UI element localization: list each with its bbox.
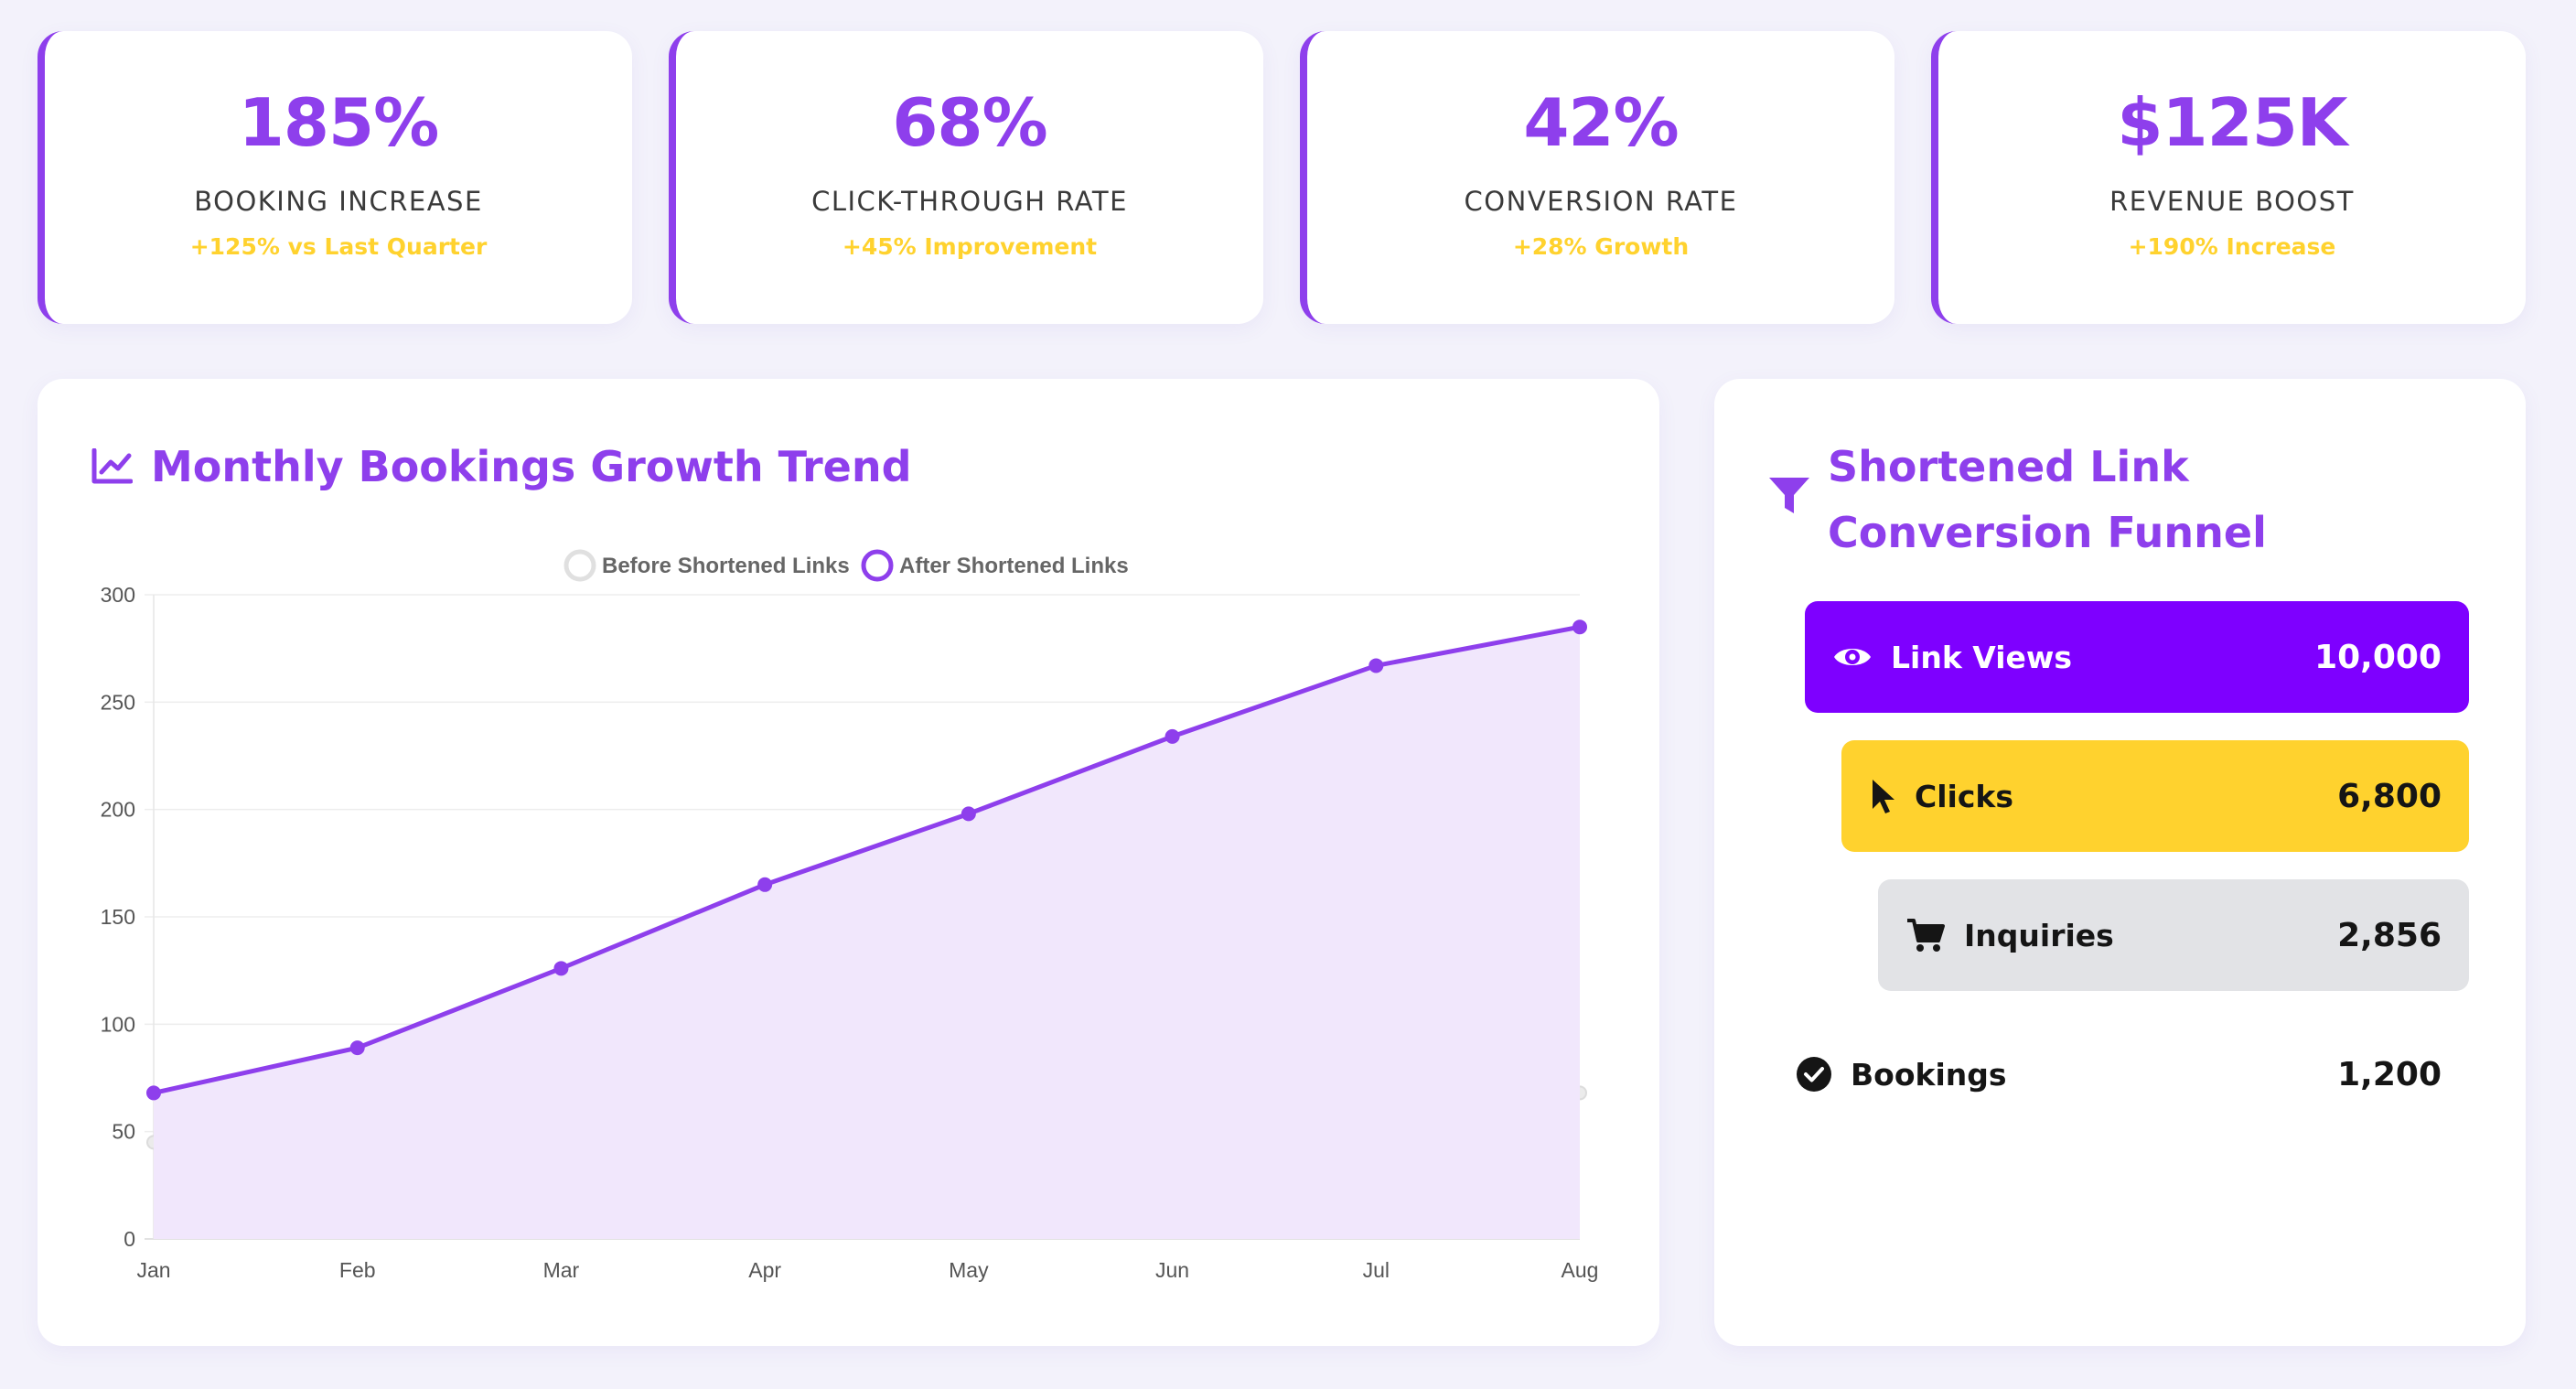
kpi-change: +125% vs Last Quarter (189, 233, 488, 260)
y-tick-label: 0 (123, 1227, 135, 1251)
stage-label: Bookings (1851, 1056, 2007, 1093)
kpi-value: $125K (2117, 84, 2347, 161)
kpi-row: 185% BOOKING INCREASE +125% vs Last Quar… (38, 31, 2526, 324)
filter-funnel-icon (1769, 478, 1809, 513)
stage-label: Inquiries (1964, 917, 2114, 953)
data-point (349, 1040, 365, 1056)
cursor-pointer-icon (1873, 780, 1894, 813)
x-tick-label: Jan (136, 1258, 170, 1282)
kpi-value: 42% (1523, 84, 1679, 161)
x-tick-label: Feb (339, 1258, 376, 1282)
eye-icon (1834, 649, 1871, 665)
y-tick-label: 150 (101, 905, 135, 929)
kpi-card-click-through-rate: 68% CLICK-THROUGH RATE +45% Improvement (669, 31, 1263, 324)
check-circle-icon (1797, 1057, 1831, 1092)
stage-value: 6,800 (2337, 777, 2442, 815)
series-area-fill (154, 627, 1580, 1239)
x-tick-label: Jul (1363, 1258, 1390, 1282)
kpi-label: CONVERSION RATE (1464, 186, 1738, 217)
data-point (553, 961, 569, 976)
chart-line-icon (91, 448, 133, 484)
data-point (1572, 619, 1587, 635)
stage-value: 2,856 (2337, 916, 2442, 954)
x-tick-label: Apr (748, 1258, 781, 1282)
panel-title: Monthly Bookings Growth Trend (151, 442, 912, 491)
stage-value: 10,000 (2314, 638, 2442, 676)
stage-label: Link Views (1891, 639, 2073, 675)
kpi-change: +45% Improvement (842, 233, 1098, 260)
x-tick-label: May (949, 1258, 989, 1282)
funnel-stage-clicks: Clicks 6,800 (1841, 740, 2469, 852)
series-line (153, 624, 1581, 1095)
funnel-stage-bookings: Bookings 1,200 (1768, 1018, 2469, 1130)
x-tick-label: Mar (543, 1258, 580, 1282)
kpi-label: BOOKING INCREASE (194, 186, 483, 217)
kpi-label: CLICK-THROUGH RATE (811, 186, 1128, 217)
y-tick-label: 100 (101, 1012, 135, 1036)
kpi-card-booking-increase: 185% BOOKING INCREASE +125% vs Last Quar… (38, 31, 632, 324)
kpi-card-conversion-rate: 42% CONVERSION RATE +28% Growth (1300, 31, 1894, 324)
legend-swatch (564, 549, 596, 582)
kpi-change: +28% Growth (1512, 233, 1690, 260)
y-tick-label: 200 (101, 798, 135, 822)
panel-title: Shortened Link Conversion Funnel (1828, 442, 2267, 557)
kpi-change: +190% Increase (2128, 233, 2336, 260)
kpi-value: 185% (238, 84, 439, 161)
data-point (1368, 658, 1384, 673)
stage-value: 1,200 (2337, 1055, 2442, 1093)
data-point (1165, 728, 1180, 744)
conversion-funnel-panel: Shortened Link Conversion Funnel Link Vi… (1714, 379, 2526, 1346)
kpi-label: REVENUE BOOST (2109, 186, 2355, 217)
legend-label: After Shortened Links (899, 554, 1129, 578)
y-tick-label: 300 (101, 583, 135, 607)
y-tick-label: 250 (101, 690, 135, 714)
legend-label: Before Shortened Links (602, 554, 850, 578)
x-tick-label: Aug (1562, 1258, 1599, 1282)
data-point (757, 877, 773, 892)
data-point (146, 1085, 161, 1101)
funnel-stage-inquiries: Inquiries 2,856 (1878, 879, 2469, 991)
bookings-trend-panel: Monthly Bookings Growth Trend 0 50 100 150 2… (38, 379, 1659, 1346)
bookings-line-chart: 0 50 100 150 200 250 300 Jan Feb Mar Apr May Jun Jul A… (101, 549, 1599, 1282)
y-tick-label: 50 (112, 1120, 135, 1144)
funnel-stage-link-views: Link Views 10,000 (1805, 601, 2469, 713)
legend-swatch (861, 549, 894, 582)
x-tick-label: Jun (1155, 1258, 1189, 1282)
stage-label: Clicks (1915, 778, 2013, 814)
kpi-card-revenue-boost: $125K REVENUE BOOST +190% Increase (1931, 31, 2526, 324)
kpi-value: 68% (892, 84, 1047, 161)
shopping-cart-icon (1907, 919, 1945, 952)
data-point (961, 806, 976, 822)
